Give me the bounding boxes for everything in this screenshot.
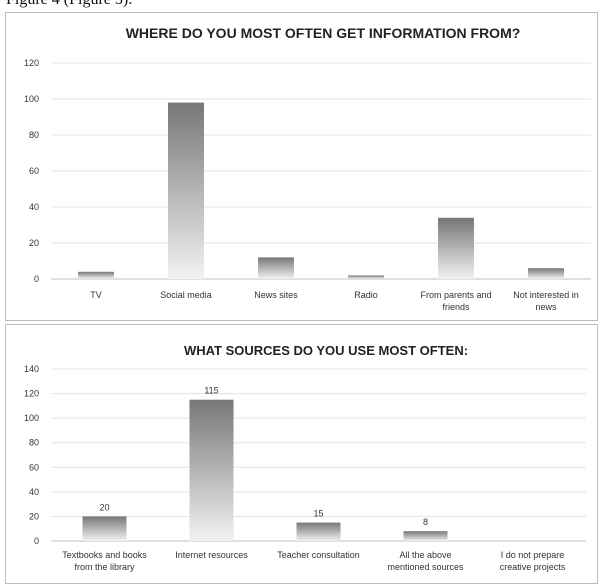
category-label: I do not prepare creative projects xyxy=(500,550,566,572)
chart-1-svg: WHERE DO YOU MOST OFTEN GET INFORMATION … xyxy=(24,25,591,312)
category-label: Textbooks and books from the library xyxy=(62,550,147,572)
bar xyxy=(438,217,474,279)
bar xyxy=(189,399,234,541)
y-tick-label: 140 xyxy=(24,364,39,374)
chart-panel-sources-used: WHAT SOURCES DO YOU USE MOST OFTEN: 0 20 40… xyxy=(5,324,598,584)
chart-panel-information-sources: WHERE DO YOU MOST OFTEN GET INFORMATION … xyxy=(5,12,598,321)
y-tick-label: 80 xyxy=(29,130,39,140)
data-label: 20 xyxy=(99,502,109,512)
category-label: Radio xyxy=(354,290,378,300)
category-label: Social media xyxy=(160,290,212,300)
y-tick-label: 0 xyxy=(34,274,39,284)
y-tick-label: 100 xyxy=(24,413,39,423)
category-label: Teacher consultation xyxy=(277,550,360,560)
bar xyxy=(296,522,341,541)
bar xyxy=(348,275,384,279)
y-tick-label: 60 xyxy=(29,462,39,472)
caption-fragment: Figure 4 (Figure 5). xyxy=(6,0,132,9)
bar xyxy=(528,268,564,279)
y-tick-label: 60 xyxy=(29,166,39,176)
data-label: 115 xyxy=(204,386,218,396)
data-label: 8 xyxy=(423,517,428,527)
y-tick-label: 20 xyxy=(29,511,39,521)
category-label: From parents and friends xyxy=(420,290,491,312)
category-label: News sites xyxy=(254,290,298,300)
bar xyxy=(258,257,294,279)
category-label: Internet resources xyxy=(175,550,248,560)
bar xyxy=(78,271,114,279)
y-tick-label: 0 xyxy=(34,536,39,546)
y-tick-label: 40 xyxy=(29,202,39,212)
y-tick-label: 40 xyxy=(29,487,39,497)
y-tick-label: 80 xyxy=(29,438,39,448)
y-tick-label: 20 xyxy=(29,238,39,248)
category-label: Not interested in news xyxy=(513,290,579,312)
data-label: 15 xyxy=(313,509,323,519)
bar xyxy=(168,102,204,279)
chart-title: WHERE DO YOU MOST OFTEN GET INFORMATION … xyxy=(126,25,521,41)
y-tick-label: 120 xyxy=(24,58,39,68)
category-label: TV xyxy=(90,290,102,300)
chart-2-svg: WHAT SOURCES DO YOU USE MOST OFTEN: 0 20 40… xyxy=(24,343,586,572)
bar xyxy=(82,516,127,541)
y-tick-label: 120 xyxy=(24,389,39,399)
chart-title: WHAT SOURCES DO YOU USE MOST OFTEN: xyxy=(184,343,468,358)
category-label: All the above mentioned sources xyxy=(387,550,464,572)
y-tick-label: 100 xyxy=(24,94,39,104)
bar xyxy=(403,531,448,541)
